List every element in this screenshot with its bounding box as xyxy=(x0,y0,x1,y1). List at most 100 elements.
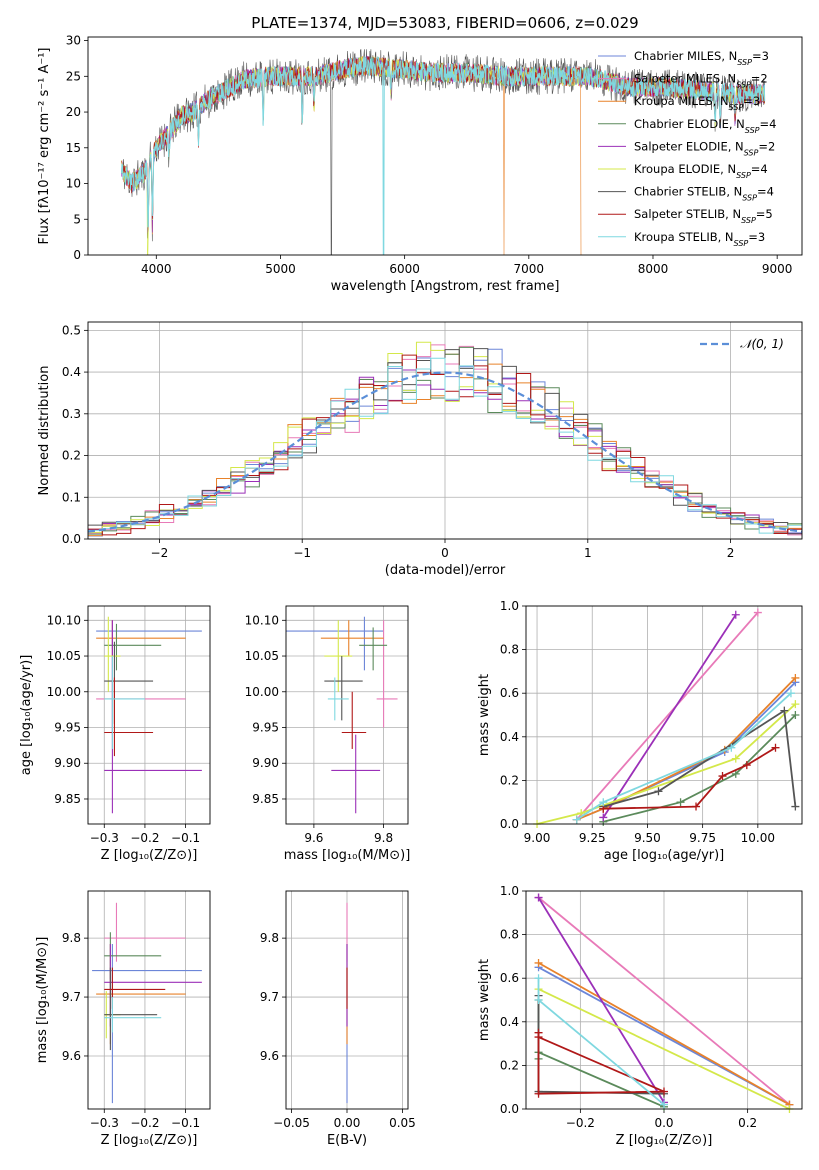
spectrum-line xyxy=(121,56,766,255)
y-axis-label: Normed distribution xyxy=(37,366,52,496)
x-tick-label: 5000 xyxy=(265,262,296,276)
x-tick-label: 0.05 xyxy=(389,1116,416,1130)
y-tick-label: 9.6 xyxy=(260,1049,279,1063)
x-tick-label: −0.2 xyxy=(566,1116,595,1130)
y-tick-label: 0.2 xyxy=(62,449,81,463)
weight-series xyxy=(537,896,791,1106)
weight-series xyxy=(536,703,797,825)
x-axis-label: (data-model)/error xyxy=(385,563,506,578)
legend-label: Kroupa ELODIE, NSSP=4 xyxy=(634,162,768,180)
plot-frame xyxy=(285,890,409,1110)
x-tick-label: 4000 xyxy=(141,262,172,276)
x-tick-label: −0.2 xyxy=(130,831,159,845)
y-tick-label: 25 xyxy=(66,69,81,83)
y-tick-label: 30 xyxy=(66,34,81,48)
weight-point xyxy=(731,610,740,619)
x-axis-label: wavelength [Angstrom, rest frame] xyxy=(331,279,560,294)
x-axis-label: Z [log₁₀(Z/Z⊙)] xyxy=(101,1133,198,1148)
y-tick-label: 9.8 xyxy=(62,931,81,945)
x-tick-label: 9.8 xyxy=(374,831,393,845)
x-tick-label: 9.50 xyxy=(634,831,661,845)
weight-point xyxy=(791,673,800,682)
legend-label: Salpeter STELIB, NSSP=5 xyxy=(634,207,773,225)
weight-point xyxy=(718,772,727,781)
y-tick-label: 0.0 xyxy=(500,817,519,831)
x-tick-label: −0.05 xyxy=(273,1116,310,1130)
weight-point xyxy=(731,754,740,763)
weight-series xyxy=(603,714,797,823)
weight-point xyxy=(599,813,608,822)
weight-point xyxy=(572,815,581,824)
chart-residuals: −2 −1 0 1 2 0.0 0.1 0.2 0.3 0.4 0.5 (data-model)/er… xyxy=(37,321,803,578)
y-tick-label: 0.8 xyxy=(500,928,519,942)
x-tick-label: −0.1 xyxy=(171,1116,200,1130)
legend-label: Kroupa STELIB, NSSP=3 xyxy=(634,230,765,248)
weight-point xyxy=(534,958,543,967)
weight-series xyxy=(576,677,797,821)
y-tick-label: 9.90 xyxy=(54,756,81,770)
y-tick-label: 9.8 xyxy=(260,931,279,945)
x-tick-label: 0 xyxy=(441,546,449,560)
y-tick-label: 9.90 xyxy=(252,756,279,770)
weight-point xyxy=(534,1033,543,1042)
weight-series xyxy=(537,1032,665,1095)
y-tick-label: 9.95 xyxy=(54,721,81,735)
y-axis-label: mass [log₁₀(M/M⊙)] xyxy=(35,937,50,1064)
y-axis-label: mass weight xyxy=(477,674,492,756)
x-tick-label: 9000 xyxy=(762,262,793,276)
y-axis-label: Flux [fλ10⁻¹⁷ erg cm⁻² s⁻¹ A⁻¹] xyxy=(37,48,52,245)
weight-point xyxy=(791,802,800,811)
plot-frame xyxy=(285,605,409,825)
plot-frame xyxy=(87,36,803,256)
y-tick-label: 0.2 xyxy=(500,773,519,787)
legend-label: Salpeter MILES, NSSP=2 xyxy=(634,72,768,90)
weight-point xyxy=(660,1087,668,1096)
weight-point xyxy=(771,743,780,752)
weight-point xyxy=(780,706,789,715)
x-axis-label: mass [log₁₀(M/M⊙)] xyxy=(284,848,411,863)
plot-frame xyxy=(525,605,803,825)
plot-frame xyxy=(87,321,803,540)
weight-point xyxy=(534,893,543,902)
x-tick-label: 6000 xyxy=(389,262,420,276)
x-tick-label: 2 xyxy=(727,546,735,560)
x-tick-label: 0.0 xyxy=(654,1116,673,1130)
weight-series xyxy=(576,611,759,821)
weight-series xyxy=(538,988,790,1110)
x-axis-label: Z [log₁₀(Z/Z⊙)] xyxy=(616,1133,713,1148)
x-tick-label: 9.25 xyxy=(579,831,606,845)
y-tick-label: 0.2 xyxy=(500,1058,519,1072)
y-tick-label: 9.85 xyxy=(252,792,279,806)
normal-curve xyxy=(87,371,803,533)
x-tick-label: −0.3 xyxy=(90,831,119,845)
y-tick-label: 10.05 xyxy=(245,649,279,663)
legend-label: Kroupa MILES, NSSP=3 xyxy=(634,94,760,112)
x-tick-label: 1 xyxy=(584,546,592,560)
x-tick-label: −0.1 xyxy=(171,831,200,845)
y-tick-label: 1.0 xyxy=(500,599,519,613)
weight-series xyxy=(537,897,665,1103)
y-tick-label: 0.0 xyxy=(500,1102,519,1116)
y-tick-label: 9.6 xyxy=(62,1049,81,1063)
weight-point xyxy=(660,1100,668,1109)
y-tick-label: 0.8 xyxy=(500,643,519,657)
y-tick-label: 10 xyxy=(66,177,81,191)
y-tick-label: 0.5 xyxy=(62,323,81,337)
plot-frame xyxy=(87,890,211,1110)
y-tick-label: 20 xyxy=(66,105,81,119)
x-tick-label: 10.00 xyxy=(741,831,775,845)
y-tick-label: 0.1 xyxy=(62,490,81,504)
y-tick-label: 10.10 xyxy=(245,613,279,627)
chart-weight_vs_Z: −0.2 0.0 0.2 0.0 0.2 0.4 0.6 0.8 1.0 Z [log₁₀(Z/Z… xyxy=(477,884,803,1148)
y-tick-label: 5 xyxy=(73,212,81,226)
y-tick-label: 0.0 xyxy=(62,532,81,546)
y-tick-label: 9.7 xyxy=(260,990,279,1004)
y-tick-label: 0.4 xyxy=(62,365,81,379)
x-axis-label: E(B-V) xyxy=(327,1133,367,1148)
weight-series xyxy=(538,962,790,1106)
weight-point xyxy=(791,711,800,719)
legend-label: Salpeter ELODIE, NSSP=2 xyxy=(634,139,775,157)
y-axis-label: mass weight xyxy=(477,959,492,1041)
weight-point xyxy=(742,761,751,770)
